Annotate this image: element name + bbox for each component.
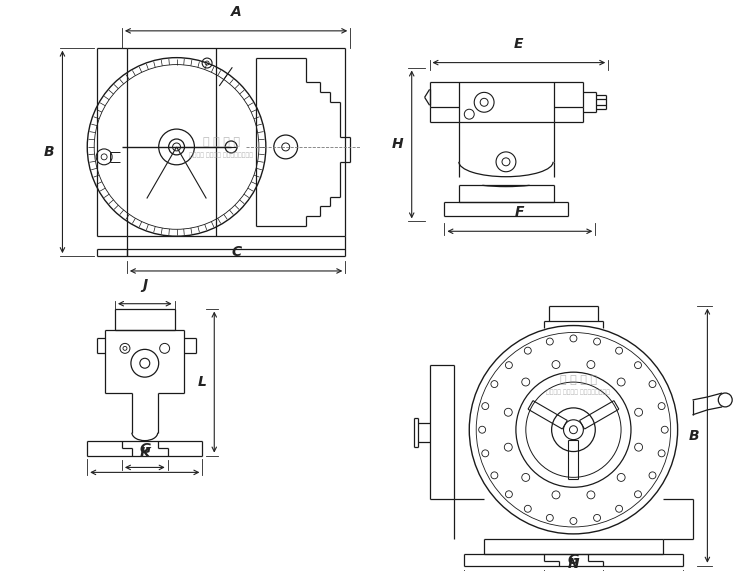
Text: B: B: [688, 428, 700, 443]
Text: K: K: [140, 447, 150, 460]
Text: F: F: [515, 205, 524, 220]
Text: C: C: [231, 245, 242, 259]
Text: A: A: [231, 5, 242, 19]
Text: J: J: [142, 278, 147, 292]
Text: G: G: [568, 553, 579, 567]
Text: 服务至上 优质设备 品质保证技术专业: 服务至上 优质设备 品质保证技术专业: [547, 389, 610, 395]
Text: B: B: [44, 145, 55, 159]
Text: N: N: [568, 557, 579, 571]
Text: 服务至上 优质设备 品质保证技术专业: 服务至上 优质设备 品质保证技术专业: [189, 152, 254, 158]
Text: 雄 鹰 精 机: 雄 鹰 精 机: [560, 375, 597, 385]
Text: H: H: [392, 137, 404, 152]
Text: G: G: [139, 442, 151, 455]
Text: 雄 鹰 精 机: 雄 鹰 精 机: [202, 137, 240, 147]
Text: L: L: [197, 375, 206, 389]
Text: E: E: [514, 37, 523, 51]
